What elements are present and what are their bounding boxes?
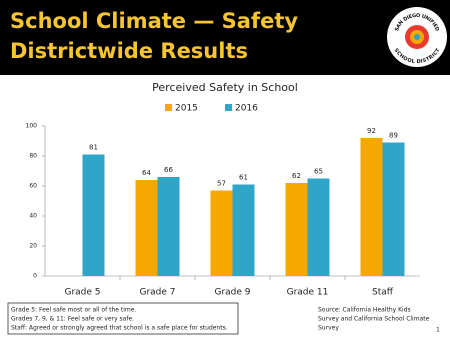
note: Grades 7, 9, & 11: Feel safe or very saf… — [11, 316, 134, 323]
y-tick-label: 0 — [33, 273, 37, 280]
header-band — [0, 0, 450, 75]
bar — [157, 177, 180, 276]
note: Staff: Agreed or strongly agreed that sc… — [11, 325, 228, 332]
notes-box — [7, 302, 239, 335]
x-tick-label: Grade 11 — [287, 288, 329, 298]
data-label: 66 — [164, 166, 173, 174]
bar — [210, 190, 233, 276]
y-tick-label: 60 — [29, 183, 37, 190]
y-tick-label: 40 — [29, 213, 37, 220]
logo: SAN DIEGO UNIFIED SCHOOL DISTRICT — [387, 7, 447, 67]
page-number: 1 — [436, 327, 440, 334]
data-label: 81 — [89, 144, 98, 152]
bar — [382, 142, 405, 276]
y-tick-label: 80 — [29, 153, 37, 160]
data-label: 92 — [367, 127, 376, 135]
source: Survey — [318, 325, 339, 332]
bar — [232, 184, 255, 276]
x-tick-label: Staff — [372, 288, 394, 298]
y-tick-label: 20 — [29, 243, 37, 250]
y-tick-label: 100 — [26, 123, 38, 130]
note: Grade 5: Feel safe most or all of the ti… — [11, 307, 136, 314]
x-tick-label: Grade 9 — [214, 288, 250, 298]
chart-title: Perceived Safety in School — [152, 81, 298, 94]
bar — [135, 180, 158, 276]
source: Survey and California School Climate — [318, 316, 430, 323]
bar — [360, 138, 383, 276]
bar — [307, 178, 330, 276]
x-tick-label: Grade 7 — [139, 288, 175, 298]
legend-label: 2016 — [235, 104, 258, 114]
plot: 2015 2016 0 20 40 60 80 100 Grade 5 81 Grade 7 64 66… — [26, 104, 420, 298]
bar — [285, 183, 308, 276]
data-label: 57 — [217, 180, 226, 188]
data-label: 65 — [314, 168, 323, 176]
data-label: 61 — [239, 174, 248, 182]
data-label: 62 — [292, 172, 301, 180]
data-label: 89 — [389, 132, 398, 140]
slide-title: Districtwide Results — [10, 39, 248, 63]
bar — [82, 154, 105, 276]
x-tick-label: Grade 5 — [64, 288, 100, 298]
legend-swatch — [165, 104, 172, 111]
legend-label: 2015 — [175, 104, 198, 114]
legend-swatch — [225, 104, 232, 111]
source: Source: California Healthy Kids — [318, 307, 411, 314]
slide-title: School Climate — Safety — [10, 9, 298, 33]
data-label: 64 — [142, 169, 151, 177]
